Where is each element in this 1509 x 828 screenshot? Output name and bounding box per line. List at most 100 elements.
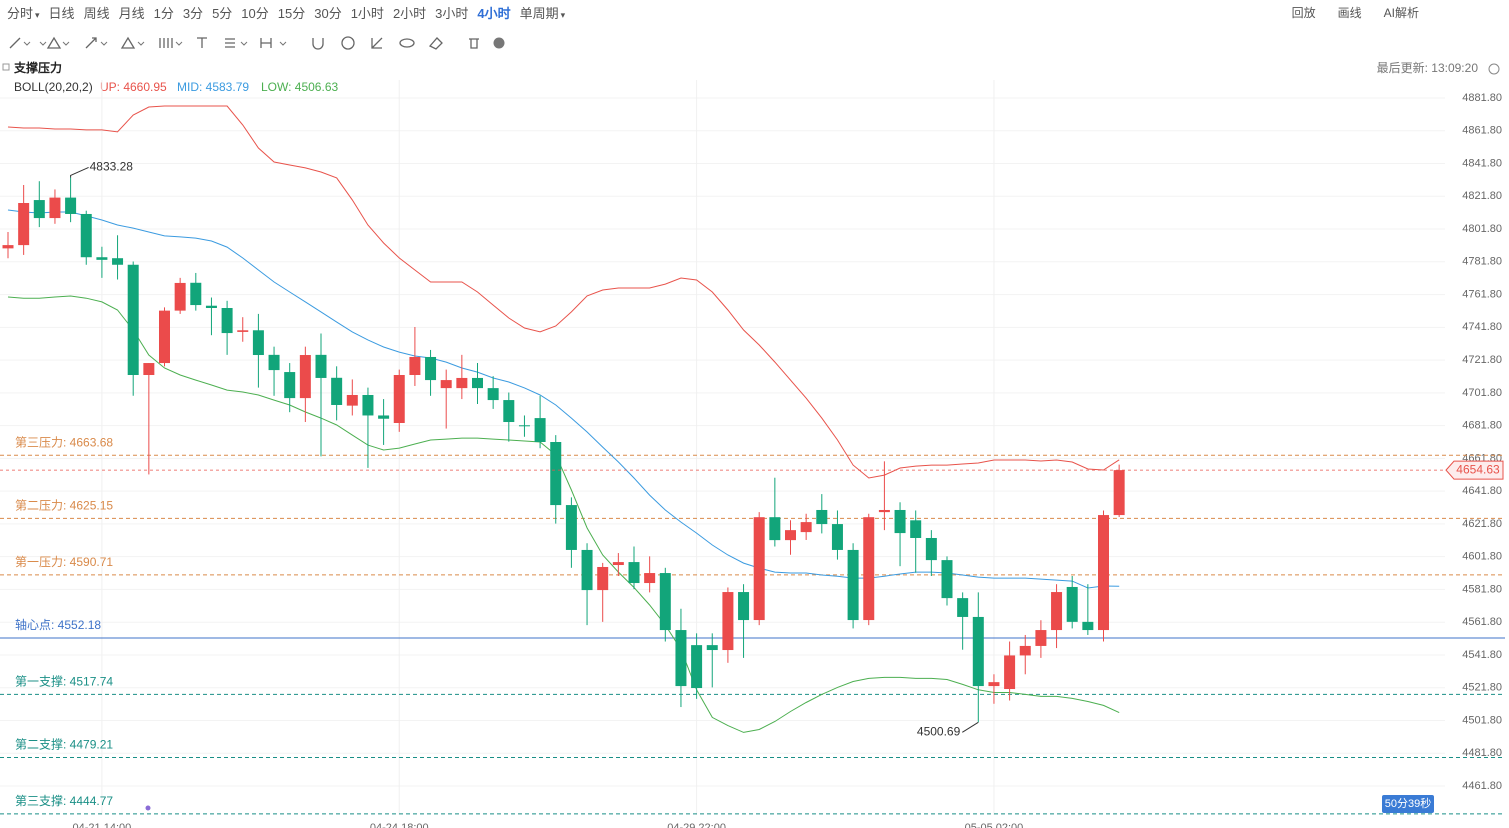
candle-body (675, 630, 687, 687)
period-button[interactable]: 2小时 (392, 5, 427, 21)
period-button[interactable]: 4小时 (477, 5, 511, 21)
period-button[interactable]: 10分 (241, 5, 269, 21)
candle-body (1066, 586, 1078, 622)
annotation-leader (70, 167, 89, 178)
tool-icon[interactable] (85, 37, 97, 49)
candle-body (205, 305, 217, 309)
candle-body (237, 330, 249, 332)
candle-body (1113, 470, 1125, 516)
candle-body (800, 522, 812, 533)
boll-up: UP: 4660.95 (100, 80, 167, 94)
toolbar: 分时 ▾ 日线 周线 月线 1分 3分 5分 10分 15分 30分 1小时 2小时 3小时 4小时 单周期 ▾… (0, 0, 1509, 24)
candle-body (346, 394, 358, 406)
tool-icon[interactable] (260, 38, 272, 48)
candle-body (487, 388, 499, 401)
candle-body (847, 549, 859, 621)
candle-body (957, 598, 969, 617)
y-tick-label: 4721.80 (1462, 354, 1502, 366)
candle-body (33, 200, 45, 219)
period-button[interactable]: 月线 (118, 5, 145, 21)
period-button[interactable]: 分时 ▾ (7, 5, 40, 21)
candle-body (49, 197, 61, 219)
period-list: 分时 ▾ 日线 周线 月线 1分 3分 5分 10分 15分 30分 1小时 2小时 3小时 4小时 单周期 ▾ (0, 3, 565, 22)
y-tick-label: 4641.80 (1462, 485, 1502, 497)
candle-body (581, 549, 593, 591)
period-button[interactable]: 1分 (153, 5, 174, 21)
candle-body (143, 363, 155, 376)
boll-line (7, 295, 1120, 733)
y-tick-label: 4601.80 (1462, 551, 1502, 563)
y-tick-label: 4741.80 (1462, 321, 1502, 333)
candle-body (80, 213, 92, 258)
dropdown-caret: ▾ (35, 9, 40, 20)
period-button[interactable]: 单周期 ▾ (519, 5, 566, 21)
y-tick-label: 4701.80 (1462, 387, 1502, 399)
drawing-toolbar (9, 36, 505, 50)
tool-button[interactable]: 画线 (1337, 6, 1362, 20)
dropdown-caret (23, 41, 287, 46)
tool-icon[interactable] (341, 36, 355, 50)
info-icon[interactable] (493, 37, 505, 49)
y-tick-label: 4841.80 (1462, 157, 1502, 169)
period-button[interactable]: 周线 (83, 5, 110, 21)
level-label: 第三压力: 4663.68 (15, 435, 113, 449)
y-tick-label: 4521.80 (1462, 682, 1502, 694)
candle-body (785, 530, 796, 541)
candle-body (878, 509, 890, 513)
candle-body (362, 394, 374, 416)
boll-low: LOW: 4506.63 (261, 80, 338, 94)
annotation-leader (962, 721, 979, 733)
tool-icon[interactable] (399, 38, 415, 48)
level-label: 第二压力: 4625.15 (15, 499, 113, 513)
y-tick-label: 4781.80 (1462, 256, 1502, 268)
tool-button[interactable]: 回放 (1291, 6, 1316, 20)
candle-body (221, 308, 233, 334)
period-button[interactable]: 3小时 (435, 5, 469, 21)
tool-icon[interactable] (159, 38, 173, 48)
tool-button[interactable]: AI解析 (1383, 6, 1419, 20)
tool-icon[interactable] (9, 37, 21, 49)
candle-body (1082, 621, 1094, 631)
candle-body (706, 645, 718, 651)
candle-body (972, 616, 984, 687)
refresh-icon[interactable] (1488, 63, 1500, 75)
level-label: 第二支撑: 4479.21 (15, 737, 113, 752)
tool-icon[interactable] (120, 36, 136, 49)
candle-body (425, 356, 437, 381)
y-tick-label: 4541.80 (1462, 649, 1502, 661)
y-tick-label: 4561.80 (1462, 616, 1502, 628)
level-label: 轴心点: 4552.18 (15, 617, 101, 632)
y-tick-label: 4821.80 (1462, 190, 1502, 202)
countdown-box (1382, 795, 1434, 813)
candle-body (988, 682, 1000, 687)
candle-body (738, 592, 750, 621)
countdown: 50分39秒 (1385, 796, 1431, 810)
period-button[interactable]: 3分 (182, 5, 204, 21)
collapse-icon[interactable] (2, 63, 10, 71)
candle-body (941, 560, 953, 599)
tool-icon[interactable] (371, 37, 383, 49)
tool-icon[interactable] (469, 38, 479, 49)
x-tick-label: 04-21 14:00 (73, 822, 132, 828)
tool-icon[interactable] (312, 38, 324, 50)
period-button[interactable]: 5分 (212, 5, 233, 21)
tool-icon[interactable] (46, 36, 62, 49)
y-tick-label: 4501.80 (1462, 714, 1502, 726)
period-button[interactable]: 日线 (48, 5, 75, 21)
candle-body (112, 258, 124, 265)
period-button[interactable]: 1小时 (350, 5, 384, 21)
period-button[interactable]: 30分 (314, 5, 342, 21)
indicator-title: 支撑压力 (13, 60, 62, 75)
candle-body (612, 562, 624, 566)
tool-icon[interactable] (197, 37, 207, 48)
last-price-label: 4654.63 (1456, 462, 1500, 476)
candle-body (925, 537, 937, 561)
candle-body (268, 354, 280, 371)
y-tick-label: 4461.80 (1462, 780, 1502, 792)
candle-body (894, 509, 906, 534)
last-price-tag (1445, 460, 1504, 480)
tool-icon[interactable] (428, 37, 443, 50)
period-button[interactable]: 15分 (277, 5, 306, 21)
tool-icon[interactable] (225, 38, 235, 48)
